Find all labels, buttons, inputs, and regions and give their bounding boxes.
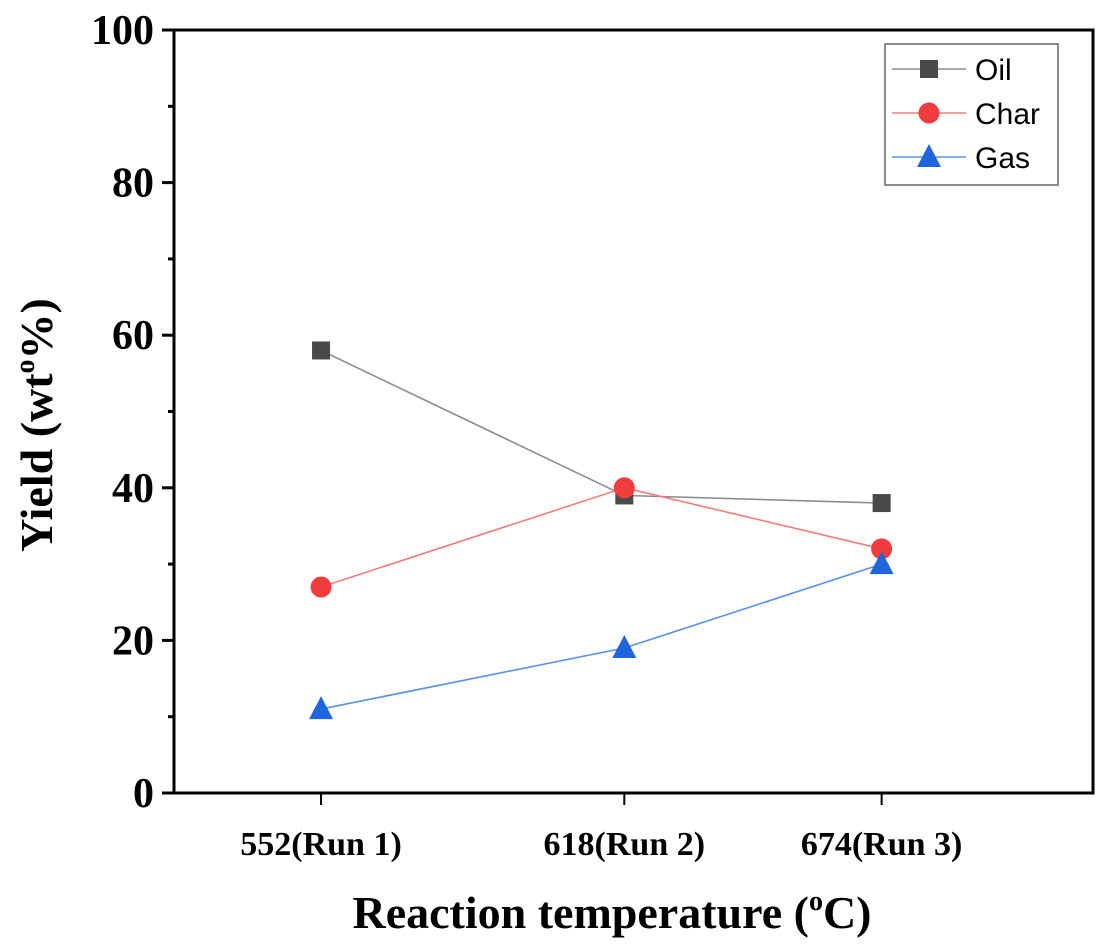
data-point-oil <box>872 494 891 513</box>
y-axis-title-degree: o <box>10 359 41 373</box>
legend-label-char: Char <box>975 98 1040 131</box>
legend: Oil Char Gas <box>884 43 1059 186</box>
y-tick-label: 20 <box>112 618 154 664</box>
x-tick-label: 618(Run 2) <box>544 826 706 863</box>
series-markers <box>309 341 894 720</box>
x-axis-title: Reaction temperature (oC) <box>353 886 872 938</box>
x-axis-title-end: C) <box>823 887 872 938</box>
legend-item-gas: Gas <box>892 142 1030 175</box>
series-line-oil <box>320 349 882 504</box>
data-point-gas <box>309 696 334 720</box>
legend-label-oil: Oil <box>975 54 1012 87</box>
legend-item-oil: Oil <box>892 54 1012 87</box>
series-lines <box>320 349 882 710</box>
x-tick-label: 674(Run 3) <box>801 826 963 863</box>
data-point-char <box>871 538 893 560</box>
legend-box <box>884 43 1059 186</box>
y-tick-label: 100 <box>91 8 154 54</box>
y-tick-label: 0 <box>133 771 154 817</box>
legend-marker-char <box>918 102 940 124</box>
y-tick-label: 80 <box>112 161 154 207</box>
x-tick-label: 552(Run 1) <box>240 826 402 863</box>
data-point-char <box>310 576 332 598</box>
y-axis-title-end: %) <box>11 298 62 359</box>
legend-item-char: Char <box>892 98 1040 131</box>
data-point-gas <box>869 551 894 575</box>
y-axis-title: Yield (wto%) <box>10 298 62 552</box>
legend-marker-gas <box>917 144 941 167</box>
x-axis-ticks: 552(Run 1) 618(Run 2) 674(Run 3) <box>240 793 962 863</box>
y-axis-ticks: 0 20 40 60 80 100 <box>91 8 174 817</box>
series-line-gas <box>320 563 882 710</box>
legend-label-gas: Gas <box>975 142 1030 175</box>
data-point-oil <box>312 341 331 360</box>
y-tick-label: 40 <box>112 466 154 512</box>
y-axis-title-main: Yield (wt <box>11 373 62 552</box>
data-point-gas <box>612 635 637 659</box>
x-axis-title-main: Reaction temperature ( <box>353 887 809 938</box>
x-axis-title-degree: o <box>809 886 823 917</box>
data-point-char <box>613 477 635 499</box>
legend-marker-oil <box>920 60 938 78</box>
series-line-char <box>320 486 882 588</box>
y-tick-label: 60 <box>112 313 154 359</box>
